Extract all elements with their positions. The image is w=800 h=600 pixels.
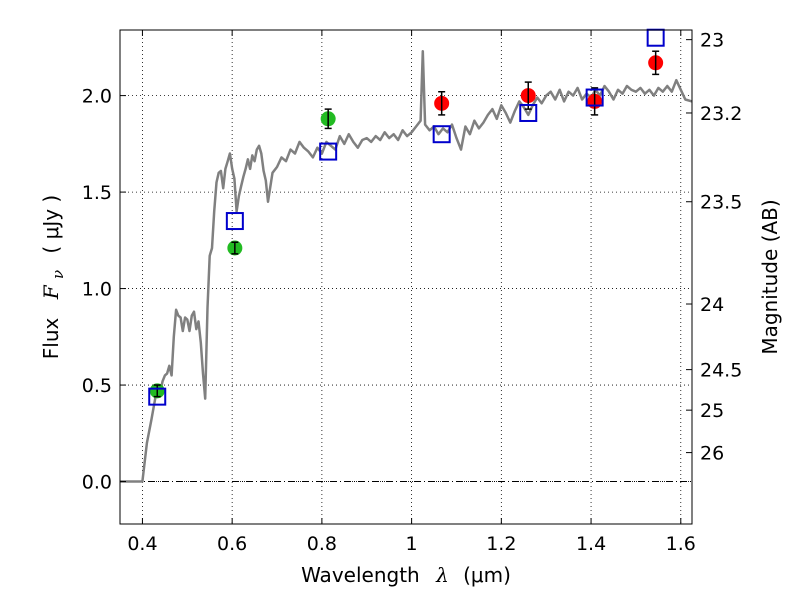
y-tick-label: 2.0 (82, 86, 112, 108)
y-axis-label-symbol: F (39, 284, 63, 300)
x-tick-label: 1 (406, 533, 418, 555)
x-tick-label: 1.2 (486, 533, 516, 555)
y2-tick-label: 26 (700, 443, 724, 465)
plot-frame (119, 29, 693, 525)
y2-tick-label: 24 (700, 294, 724, 316)
y-tick-label: 1.5 (82, 182, 112, 204)
model-square-marker (646, 28, 665, 47)
y2-tick-label: 23.5 (700, 192, 742, 214)
template-spectrum-line (120, 49, 693, 483)
y2-axis-label: Magnitude (AB) (758, 199, 782, 354)
y2-tick-label: 23.2 (700, 103, 742, 125)
axis-ticks: 0.4 0.6 0.8 1 1.2 1.4 1.6 0.0 0.5 1.0 1.5 2.0 23 23.2… (82, 30, 743, 555)
y-axis-label-unit: ( μJy ) (39, 195, 63, 254)
x-axis-label-text: Wavelength (301, 563, 420, 587)
photometry-markers (148, 28, 665, 406)
model-square-marker (585, 88, 604, 107)
y2-tick-label: 25 (700, 400, 724, 422)
y-axis-label-text: Flux (39, 317, 63, 359)
model-square-marker (519, 103, 538, 122)
y-tick-label: 0.5 (82, 375, 112, 397)
model-square-marker (225, 212, 244, 231)
x-tick-label: 0.4 (127, 533, 157, 555)
model-square-marker (319, 142, 338, 161)
x-tick-label: 1.4 (576, 533, 606, 555)
x-tick-label: 0.8 (307, 533, 337, 555)
x-tick-label: 1.6 (666, 533, 696, 555)
y-tick-label: 0.0 (82, 472, 112, 494)
model-square-marker (432, 125, 451, 144)
y2-tick-label: 23 (700, 30, 724, 52)
model-square-marker (148, 387, 167, 406)
y-tick-label: 1.0 (82, 279, 112, 301)
x-axis-label-unit: (μm) (463, 563, 511, 587)
grid (120, 30, 692, 524)
x-tick-label: 0.6 (217, 533, 247, 555)
x-axis-label-symbol: λ (435, 563, 449, 587)
y2-tick-label: 24.5 (700, 360, 742, 382)
x-axis-label: Wavelength λ (μm) (301, 563, 511, 587)
y-axis-label-subscript: ν (49, 270, 67, 279)
y-axis-label: Flux F ν ( μJy ) (39, 195, 68, 359)
